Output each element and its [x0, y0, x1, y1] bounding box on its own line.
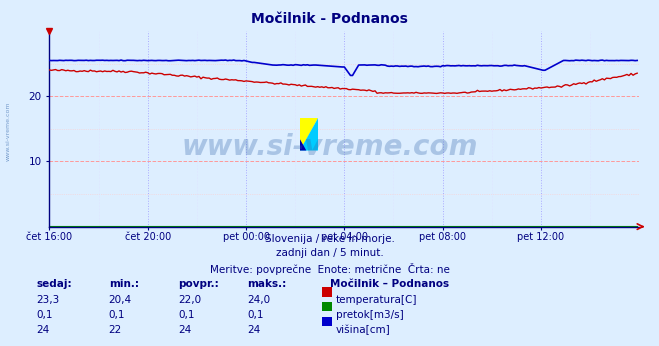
Text: www.si-vreme.com: www.si-vreme.com — [5, 102, 11, 161]
Text: temperatura[C]: temperatura[C] — [336, 295, 418, 305]
Text: Meritve: povprečne  Enote: metrične  Črta: ne: Meritve: povprečne Enote: metrične Črta:… — [210, 263, 449, 275]
Text: Močilnik - Podnanos: Močilnik - Podnanos — [251, 12, 408, 26]
Text: pretok[m3/s]: pretok[m3/s] — [336, 310, 404, 320]
Text: sedaj:: sedaj: — [36, 279, 72, 289]
Polygon shape — [300, 139, 306, 151]
Text: 0,1: 0,1 — [109, 310, 125, 320]
Polygon shape — [300, 118, 318, 151]
Text: 24: 24 — [247, 325, 260, 335]
Text: 0,1: 0,1 — [178, 310, 194, 320]
Text: višina[cm]: višina[cm] — [336, 325, 391, 335]
Text: zadnji dan / 5 minut.: zadnji dan / 5 minut. — [275, 248, 384, 258]
Text: Slovenija / reke in morje.: Slovenija / reke in morje. — [264, 234, 395, 244]
Text: www.si-vreme.com: www.si-vreme.com — [181, 133, 478, 161]
Text: maks.:: maks.: — [247, 279, 287, 289]
Text: 22,0: 22,0 — [178, 295, 201, 305]
Text: min.:: min.: — [109, 279, 139, 289]
Polygon shape — [300, 118, 318, 151]
Text: 22: 22 — [109, 325, 122, 335]
Text: 24,0: 24,0 — [247, 295, 270, 305]
Text: 23,3: 23,3 — [36, 295, 59, 305]
Text: 0,1: 0,1 — [247, 310, 264, 320]
Text: Močilnik – Podnanos: Močilnik – Podnanos — [330, 279, 449, 289]
Text: 20,4: 20,4 — [109, 295, 132, 305]
Text: 0,1: 0,1 — [36, 310, 53, 320]
Text: 24: 24 — [178, 325, 191, 335]
Text: 24: 24 — [36, 325, 49, 335]
Text: povpr.:: povpr.: — [178, 279, 219, 289]
